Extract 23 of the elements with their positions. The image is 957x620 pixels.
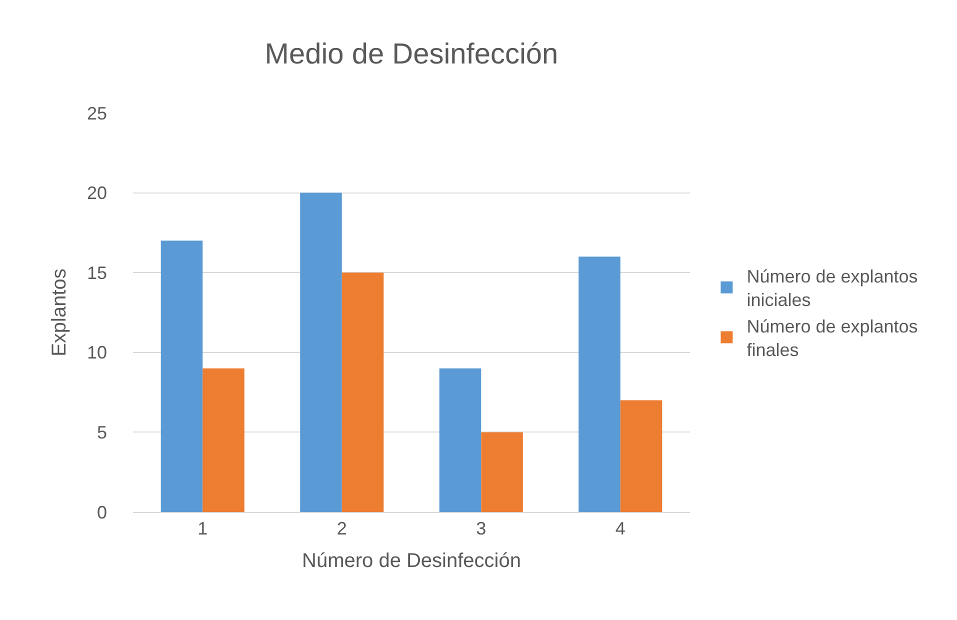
- bar: [439, 368, 482, 512]
- y-tick-label: 10: [86, 342, 107, 363]
- y-tick-label: 15: [86, 262, 107, 283]
- x-axis-title: Número de Desinfección: [302, 550, 521, 572]
- x-tick-label: 1: [198, 518, 208, 539]
- y-tick-label: 5: [96, 422, 107, 442]
- x-tick-label: 4: [615, 518, 626, 539]
- y-tick-label: 25: [86, 103, 107, 124]
- chart-title: Medio de Desinfección: [264, 38, 558, 71]
- y-axis-title: Explantos: [48, 268, 70, 356]
- y-tick-label: 20: [86, 183, 107, 204]
- x-tick-label: 3: [476, 518, 486, 539]
- bar: [620, 400, 662, 512]
- x-tick-label: 2: [336, 518, 347, 539]
- bar: [342, 272, 384, 512]
- legend-label: Número de explantos iniciales: [746, 266, 918, 310]
- bar: [202, 368, 244, 512]
- bar: [481, 432, 523, 512]
- bar: [578, 256, 620, 512]
- y-tick-label: 0: [96, 502, 107, 522]
- bar: [300, 192, 342, 512]
- bar: [160, 240, 203, 512]
- legend-label: Número de explantos finales: [746, 316, 918, 360]
